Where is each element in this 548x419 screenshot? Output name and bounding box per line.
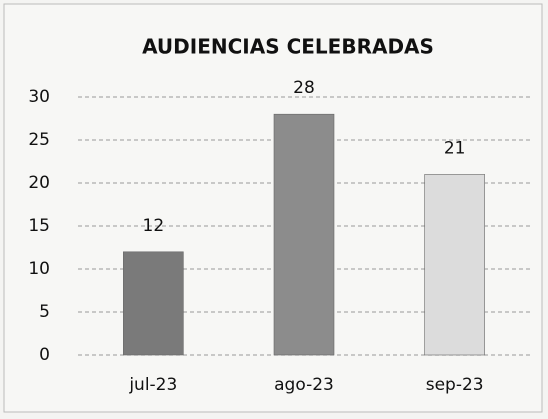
bar <box>273 113 335 356</box>
y-tick-label: 30 <box>28 87 50 107</box>
y-tick-label: 5 <box>39 302 50 322</box>
data-label: 21 <box>444 138 466 158</box>
y-tick-label: 15 <box>28 216 50 236</box>
data-label: 28 <box>293 78 315 98</box>
bar <box>424 174 485 356</box>
x-tick-label: ago-23 <box>274 375 334 395</box>
y-tick-label: 10 <box>28 259 50 279</box>
x-tick-label: jul-23 <box>128 375 177 395</box>
x-tick-label: sep-23 <box>426 375 484 395</box>
y-tick-label: 25 <box>28 130 50 150</box>
y-tick-label: 0 <box>39 345 50 365</box>
y-tick-label: 20 <box>28 173 50 193</box>
bar <box>123 251 184 356</box>
chart-title: AUDIENCIAS CELEBRADAS <box>142 35 434 59</box>
data-label: 12 <box>143 216 165 236</box>
